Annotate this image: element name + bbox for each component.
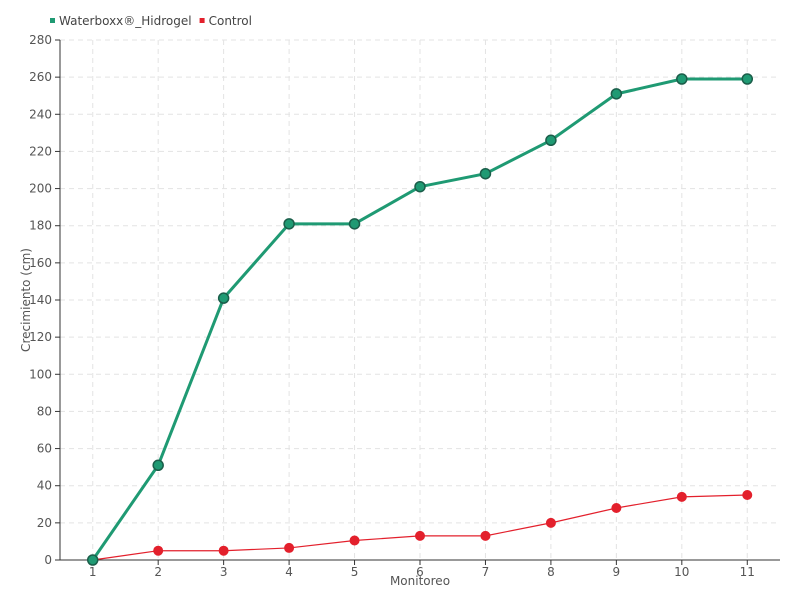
x-tick-label: 2 bbox=[154, 565, 162, 579]
y-tick-label: 180 bbox=[29, 219, 52, 233]
y-tick-label: 40 bbox=[37, 479, 52, 493]
y-axis-title: Crecimiento (cm) bbox=[19, 248, 33, 352]
data-point[interactable] bbox=[348, 218, 361, 230]
data-point[interactable] bbox=[152, 459, 164, 472]
y-tick-label: 280 bbox=[29, 33, 52, 47]
legend-swatch bbox=[199, 18, 205, 23]
data-point[interactable] bbox=[415, 530, 425, 541]
x-tick-label: 3 bbox=[220, 565, 228, 579]
x-axis-title: Monitoreo bbox=[390, 574, 450, 588]
y-tick-label: 0 bbox=[44, 553, 52, 567]
legend-swatch bbox=[50, 18, 55, 23]
x-tick-label: 6 bbox=[416, 565, 424, 579]
y-tick-label: 260 bbox=[29, 70, 52, 84]
x-tick-label: 9 bbox=[613, 565, 621, 579]
data-point[interactable] bbox=[349, 535, 360, 546]
y-tick-label: 80 bbox=[37, 404, 52, 418]
y-tick-label: 240 bbox=[29, 107, 52, 121]
data-point[interactable] bbox=[676, 491, 687, 502]
series-control bbox=[87, 490, 753, 565]
data-point[interactable] bbox=[86, 554, 99, 566]
data-point[interactable] bbox=[742, 490, 753, 500]
x-tick-label: 10 bbox=[674, 565, 689, 579]
data-point[interactable] bbox=[284, 542, 295, 553]
legend: Waterboxx®_Hidrogel Control bbox=[50, 14, 252, 28]
series-waterboxx-hidrogel bbox=[86, 73, 754, 566]
y-tick-label: 220 bbox=[29, 144, 52, 158]
data-point[interactable] bbox=[414, 180, 426, 193]
y-tick-label: 200 bbox=[29, 182, 52, 196]
data-point[interactable] bbox=[676, 73, 688, 85]
x-tick-label: 5 bbox=[351, 565, 359, 579]
data-point[interactable] bbox=[611, 503, 622, 513]
x-tick-label: 8 bbox=[547, 565, 555, 579]
data-point[interactable] bbox=[218, 545, 229, 556]
y-tick-label: 160 bbox=[29, 256, 52, 270]
y-tick-label: 20 bbox=[37, 516, 52, 530]
y-tick-label: 60 bbox=[37, 442, 52, 456]
data-point[interactable] bbox=[480, 530, 491, 541]
y-tick-label: 100 bbox=[29, 367, 52, 381]
data-point[interactable] bbox=[545, 134, 557, 147]
grid bbox=[60, 39, 780, 560]
legend-label: Control bbox=[209, 14, 252, 28]
x-tick-label: 1 bbox=[89, 565, 97, 579]
x-tick-label: 7 bbox=[482, 565, 490, 579]
x-tick-label: 11 bbox=[740, 565, 755, 579]
data-point[interactable] bbox=[283, 218, 295, 230]
axes: 0 20 40 60 80 100 120 140 160 180 200 220 240 260 280 1… bbox=[29, 33, 780, 579]
data-point[interactable] bbox=[545, 517, 556, 528]
series-layer bbox=[86, 73, 754, 566]
data-point[interactable] bbox=[153, 545, 164, 556]
data-point[interactable] bbox=[610, 88, 623, 100]
x-tick-label: 4 bbox=[285, 565, 293, 579]
data-point[interactable] bbox=[741, 73, 754, 85]
legend-label: Waterboxx®_Hidrogel bbox=[59, 14, 192, 28]
data-point[interactable] bbox=[479, 167, 492, 180]
y-tick-label: 140 bbox=[29, 293, 52, 307]
data-point[interactable] bbox=[217, 292, 230, 304]
y-tick-label: 120 bbox=[29, 330, 52, 344]
